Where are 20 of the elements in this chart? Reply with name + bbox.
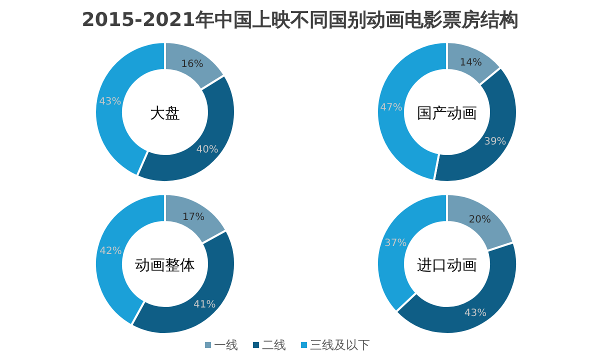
text: 大盘: [150, 104, 180, 122]
legend-label: 三线及以下: [310, 338, 370, 352]
data-label: 16%: [181, 59, 204, 70]
text: 动画整体: [135, 256, 195, 274]
text: 国产动画: [417, 104, 477, 122]
data-label: 40%: [196, 144, 218, 156]
legend-label: 二线: [262, 338, 286, 352]
data-label: 14%: [460, 57, 482, 68]
legend-label: 一线: [214, 338, 238, 352]
data-label: 47%: [380, 102, 402, 114]
data-label: 42%: [100, 246, 122, 258]
text: 进口动画: [417, 256, 477, 274]
data-label: 41%: [193, 300, 216, 311]
data-label: 43%: [99, 96, 122, 108]
chart-title: 2015-2021年中国上映不同国别动画电影票房结构: [82, 9, 518, 31]
data-label: 43%: [464, 308, 487, 320]
data-label: 17%: [182, 212, 205, 223]
data-label: 20%: [468, 214, 492, 226]
data-label: 37%: [384, 238, 407, 249]
data-label: 39%: [484, 136, 506, 148]
